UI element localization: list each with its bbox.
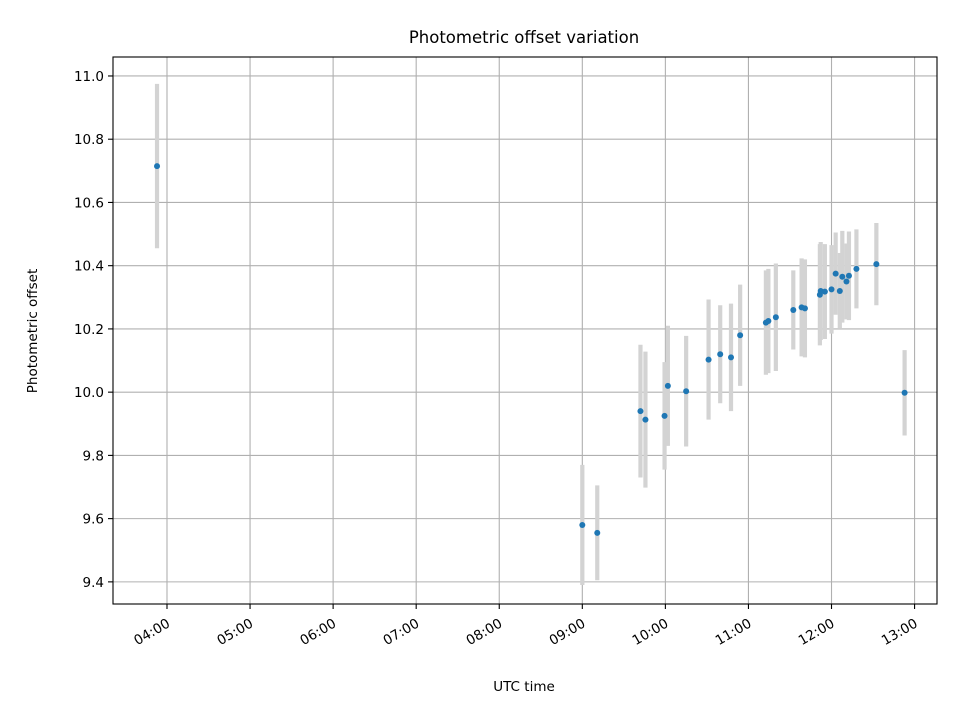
data-point [765,318,772,325]
error-bars [154,83,907,586]
data-point [832,270,839,277]
x-tick-label: 04:00 [131,616,173,649]
data-point [839,273,846,280]
x-tick-label: 08:00 [464,616,506,649]
plot-area-frame [112,56,938,605]
data-point [772,314,779,321]
data-point [661,412,668,419]
y-tick-label: 11.0 [74,69,104,85]
data-point [901,389,908,396]
y-tick-label: 10.2 [74,322,104,338]
y-tick-label: 9.8 [83,448,104,464]
data-point [664,382,671,389]
x-axis-ticks: 04:00 05:00 06:00 07:00 08:00 09:00 10:00 11:00… [131,604,921,649]
x-axis-label: UTC time [493,679,555,695]
x-tick-label: 09:00 [547,616,589,649]
data-point [836,287,843,294]
data-point [717,351,724,358]
y-tick-label: 10.4 [74,259,104,275]
y-tick-label: 10.8 [74,132,104,148]
y-tick-label: 10.6 [74,195,104,211]
data-point [642,416,649,423]
data-point [873,261,880,268]
x-tick-label: 07:00 [380,616,422,649]
data-point [790,306,797,313]
data-point [154,163,161,170]
y-axis-label: Photometric offset [25,269,41,393]
grid-lines [113,57,937,604]
y-tick-label: 9.6 [83,512,104,528]
data-point [683,388,690,395]
data-point [821,288,828,295]
y-tick-label: 10.0 [74,385,104,401]
data-point [705,356,712,363]
data-point [843,278,850,285]
chart-title: Photometric offset variation [409,28,639,47]
x-tick-label: 11:00 [713,616,755,649]
data-points [154,163,908,536]
data-point [845,272,852,279]
y-axis-ticks: 9.4 9.6 9.8 10.0 10.2 10.4 10.6 10.8 11.0 [74,69,113,591]
data-point [828,286,835,293]
y-tick-label: 9.4 [83,575,104,591]
x-tick-label: 06:00 [297,616,339,649]
data-point [728,354,734,361]
x-tick-label: 13:00 [879,616,921,649]
data-point [853,265,860,272]
data-point [737,332,744,339]
data-point [579,521,586,528]
data-point [594,529,601,536]
data-point [801,305,808,312]
x-tick-label: 12:00 [796,616,838,649]
x-tick-label: 05:00 [214,616,256,649]
data-point [637,408,644,415]
x-tick-label: 10:00 [630,616,672,649]
